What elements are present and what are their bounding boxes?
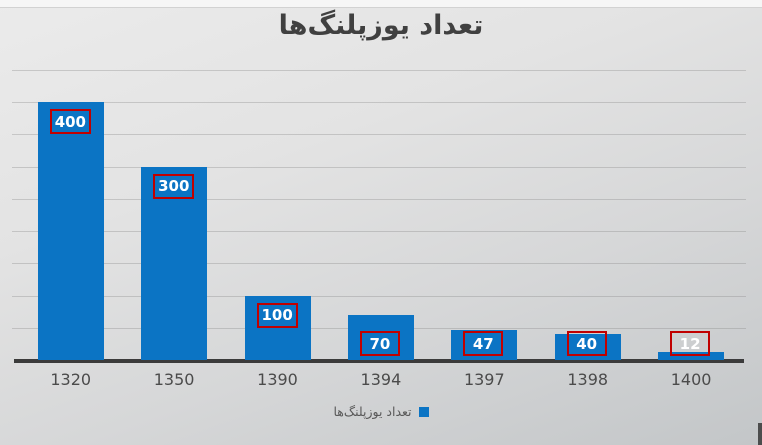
- bar: [141, 166, 208, 360]
- bar-value-label: 100: [256, 302, 298, 328]
- legend-marker-icon: [418, 406, 429, 417]
- gridline: [12, 231, 746, 233]
- bar-value-label: 400: [49, 109, 91, 135]
- bar-value-label: 12: [670, 331, 711, 356]
- gridline: [12, 70, 746, 71]
- x-tick-label: 1397: [463, 370, 505, 389]
- gridline: [12, 166, 746, 168]
- x-tick-label: 1320: [50, 370, 92, 389]
- x-tick-label: 1390: [257, 370, 298, 389]
- bar-value-label: 40: [566, 331, 607, 356]
- bar: [347, 314, 414, 360]
- x-tick-label: 1400: [670, 370, 712, 389]
- x-tick-label: 1398: [567, 370, 609, 389]
- gridline: [12, 134, 746, 136]
- right-edge-strip: [758, 423, 762, 445]
- gridline: [12, 102, 746, 104]
- legend-entry: تعداد یوزپلنگ‌ها: [333, 404, 429, 419]
- bar-value-label: 300: [153, 173, 195, 199]
- gridline: [12, 198, 746, 200]
- bar: [37, 102, 104, 360]
- top-highlight-strip: [0, 0, 762, 8]
- x-tick-label: 1394: [360, 370, 402, 389]
- legend-label: تعداد یوزپلنگ‌ها: [333, 404, 412, 419]
- x-axis-line: [14, 359, 744, 363]
- legend: تعداد یوزپلنگ‌ها: [0, 404, 762, 419]
- x-tick-label: 1350: [153, 370, 195, 389]
- bar-value-label: 70: [359, 331, 400, 356]
- bar: [658, 352, 725, 360]
- bar: [244, 295, 311, 360]
- bar-value-label: 47: [463, 331, 504, 356]
- gridline: [12, 295, 746, 297]
- chart-title: تعداد یوزپلنگ‌ها: [278, 10, 484, 41]
- gridline: [12, 263, 746, 265]
